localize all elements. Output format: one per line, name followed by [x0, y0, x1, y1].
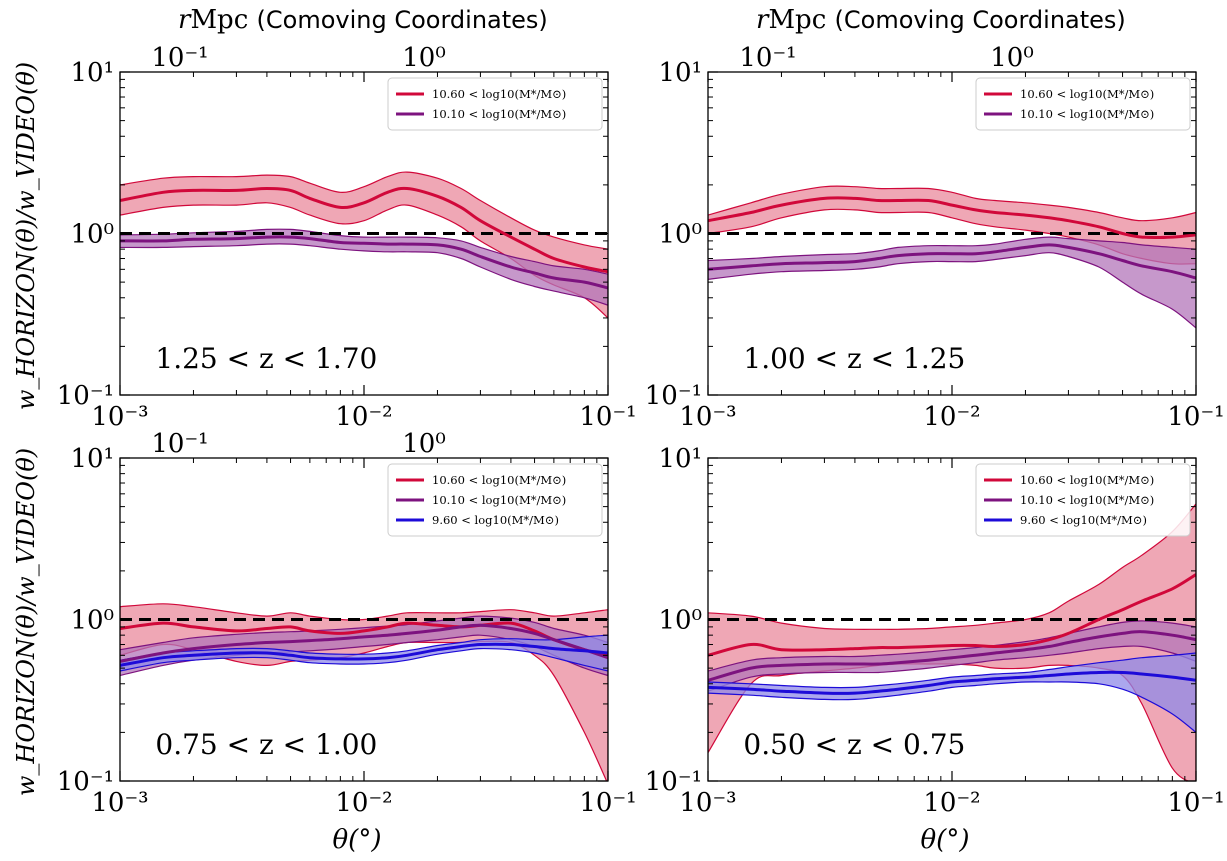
series-line-mid_mass [708, 243, 1196, 280]
confidence-band-mid_mass [708, 620, 1196, 692]
y-tick-label: 10⁻¹ [57, 767, 114, 797]
top-axis-label-rest: (Comoving Coordinates) [257, 6, 548, 34]
top-axis-label-unit: Mpc [768, 5, 826, 35]
top-axis-tick-label: 10⁻¹ [151, 429, 208, 459]
top-axis-tick-label: 10⁰ [402, 43, 446, 73]
top-axis-label-math: r [178, 5, 192, 35]
top-axis-label-math: r [756, 5, 770, 35]
svg-text:rMpc (Comoving Coordinat: rMpc (Comoving Coordinates) [178, 5, 548, 35]
x-tick-label: 10⁻¹ [1167, 788, 1224, 818]
series-line-low_mass [120, 642, 608, 667]
series-line-low_mass [708, 670, 1196, 695]
legend-box [387, 463, 603, 537]
y-tick-label: 10⁻¹ [645, 381, 702, 411]
legend-entry-label: 10.10 < log10(M*/M⊙) [432, 493, 566, 507]
top-axis-tick-label: 10⁻¹ [739, 43, 796, 73]
legend-box [387, 77, 603, 131]
series-line-mid_mass [120, 623, 608, 663]
y-tick-label: 10⁰ [658, 220, 702, 250]
y-axis-label-top: w_HORIZON(θ)/w_VIDEO(θ) [12, 62, 40, 410]
confidence-band-high_mass [708, 185, 1196, 265]
x-tick-label: 10⁻² [923, 402, 980, 432]
legend-entry-label: 10.60 < log10(M*/M⊙) [1020, 87, 1154, 101]
plot-area [708, 185, 1196, 329]
top-axis-tick-label: 10⁰ [990, 43, 1034, 73]
top-axis-label-unit: Mpc [190, 5, 248, 35]
legend-entry-label: 10.60 < log10(M*/M⊙) [432, 87, 566, 101]
plot-area [120, 603, 608, 781]
legend-entry-label: 10.10 < log10(M*/M⊙) [432, 107, 566, 121]
legend-box [975, 463, 1191, 537]
legend: 10.60 < log10(M*/M⊙) 10.10 < log10(M*/M⊙)… [387, 463, 603, 537]
top-axis-label-left: rMpc (Comoving Coordinates) [178, 5, 548, 35]
x-tick-label: 10⁻³ [91, 788, 148, 818]
x-axis-label-left: θ(°) [333, 825, 382, 855]
series-line-mid_mass [708, 630, 1196, 682]
series-line-high_mass [708, 196, 1196, 239]
top-axis-tick-label: 10⁻¹ [151, 43, 208, 73]
x-tick-label: 10⁻² [335, 788, 392, 818]
y-tick-label: 10¹ [70, 444, 114, 474]
legend: 10.60 < log10(M*/M⊙) 10.10 < log10(M*/M⊙)… [975, 463, 1191, 537]
x-tick-label: 10⁻¹ [579, 402, 636, 432]
series-line-high_mass [120, 186, 608, 274]
x-tick-label: 10⁻³ [91, 402, 148, 432]
y-tick-label: 10⁰ [658, 606, 702, 636]
y-tick-label: 10¹ [70, 58, 114, 88]
legend-entry-label: 10.10 < log10(M*/M⊙) [1020, 107, 1154, 121]
legend: 10.60 < log10(M*/M⊙) 10.10 < log10(M*/M⊙) [387, 77, 603, 131]
redshift-bin-label: 0.75 < z < 1.00 [155, 728, 377, 761]
legend-entry-label: 9.60 < log10(M*/M⊙) [432, 513, 559, 527]
top-axis-label-rest: (Comoving Coordinates) [835, 6, 1126, 34]
top-axis-tick-label: 10⁰ [402, 429, 446, 459]
plot-area [708, 502, 1196, 781]
legend-entry-label: 10.60 < log10(M*/M⊙) [432, 473, 566, 487]
x-tick-label: 10⁻² [923, 788, 980, 818]
x-tick-label: 10⁻³ [679, 788, 736, 818]
x-tick-label: 10⁻² [335, 402, 392, 432]
x-axis-label-right: θ(°) [921, 825, 970, 855]
x-tick-label: 10⁻¹ [579, 788, 636, 818]
x-tick-label: 10⁻³ [679, 402, 736, 432]
legend-entry-label: 10.60 < log10(M*/M⊙) [1020, 473, 1154, 487]
confidence-band-mid_mass [708, 236, 1196, 329]
plot-area [120, 171, 608, 319]
y-tick-label: 10⁰ [70, 606, 114, 636]
chart-panel-1: 10⁻³ 10⁻² 10⁻¹ 10⁻¹ 10⁰ 10¹ 10⁻¹ 10⁰ 1.25 < z < … [57, 43, 637, 432]
redshift-bin-label: 1.25 < z < 1.70 [155, 342, 377, 375]
redshift-bin-label: 0.50 < z < 0.75 [743, 728, 965, 761]
x-tick-label: 10⁻¹ [1167, 402, 1224, 432]
series-line-high_mass [120, 621, 608, 657]
y-tick-label: 10¹ [658, 444, 702, 474]
chart-panel-3: 10⁻³ 10⁻² 10⁻¹ 10⁻¹ 10⁰ 10¹ 10⁻¹ 10⁰ 0.75 < z < … [57, 429, 637, 818]
y-tick-label: 10⁻¹ [645, 767, 702, 797]
legend: 10.60 < log10(M*/M⊙) 10.10 < log10(M*/M⊙) [975, 77, 1191, 131]
chart-panel-4: 10⁻³ 10⁻² 10⁻¹ 10⁻¹ 10⁰ 10¹ 0.50 < z < 0.75 10.… [645, 444, 1225, 818]
y-axis-label-bottom: w_HORIZON(θ)/w_VIDEO(θ) [12, 448, 40, 796]
y-tick-label: 10⁻¹ [57, 381, 114, 411]
legend-entry-label: 9.60 < log10(M*/M⊙) [1020, 513, 1147, 527]
chart-panel-2: 10⁻³ 10⁻² 10⁻¹ 10⁻¹ 10⁰ 10¹ 10⁻¹ 10⁰ 1.00 < z < … [645, 43, 1225, 432]
confidence-band-high_mass [120, 171, 608, 319]
y-tick-label: 10¹ [658, 58, 702, 88]
legend-box [975, 77, 1191, 131]
panels-layer: 10⁻³ 10⁻² 10⁻¹ 10⁻¹ 10⁰ 10¹ 10⁻¹ 10⁰ 1.25 < z < … [57, 43, 1225, 818]
top-axis-label-right: rMpc (Comoving Coordinates) [756, 5, 1126, 35]
redshift-bin-label: 1.00 < z < 1.25 [743, 342, 965, 375]
legend-entry-label: 10.10 < log10(M*/M⊙) [1020, 493, 1154, 507]
series-line-mid_mass [120, 235, 608, 290]
series-line-high_mass [708, 573, 1196, 657]
y-tick-label: 10⁰ [70, 220, 114, 250]
svg-text:rMpc (Comoving Coordinat: rMpc (Comoving Coordinates) [756, 5, 1126, 35]
